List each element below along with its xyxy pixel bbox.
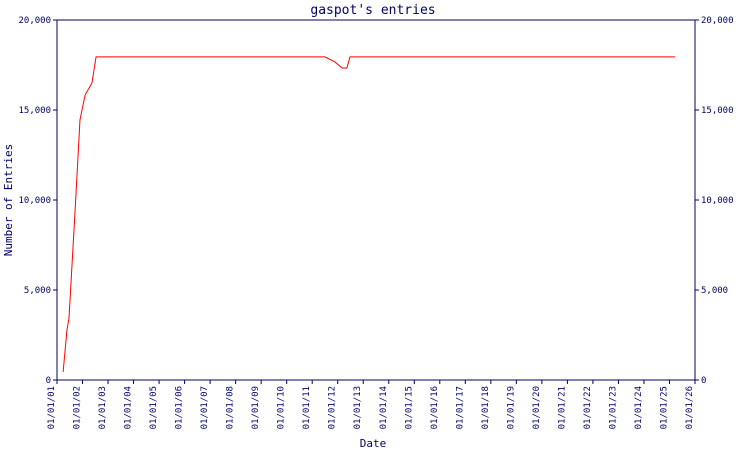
y2-tick-label: 5,000 xyxy=(701,286,728,296)
x-tick-label: 01/01/22 xyxy=(583,386,593,429)
x-tick-label: 01/01/25 xyxy=(659,386,669,429)
x-tick-label: 01/01/12 xyxy=(328,386,338,429)
y-tick-label: 20,000 xyxy=(18,16,51,26)
x-tick-label: 01/01/11 xyxy=(302,386,312,429)
x-tick-label: 01/01/24 xyxy=(634,386,644,429)
x-axis-label: Date xyxy=(360,437,387,450)
data-line xyxy=(62,56,676,373)
y2-tick-label: 20,000 xyxy=(701,16,734,26)
x-tick-label: 01/01/09 xyxy=(251,386,261,429)
x-tick-label: 01/01/04 xyxy=(124,386,134,429)
y-tick-label: 5,000 xyxy=(24,286,51,296)
x-tick-label: 01/01/15 xyxy=(404,386,414,429)
y-tick-label: 10,000 xyxy=(18,196,51,206)
y2-tick-label: 10,000 xyxy=(701,196,734,206)
x-tick-label: 01/01/14 xyxy=(379,386,389,429)
y-axis-label: Number of Entries xyxy=(2,144,15,257)
x-tick-label: 01/01/06 xyxy=(175,386,185,429)
x-tick-label: 01/01/26 xyxy=(685,386,695,429)
x-tick-label: 01/01/16 xyxy=(430,386,440,429)
plot-frame xyxy=(56,19,696,381)
x-tick-label: 01/01/07 xyxy=(200,386,210,429)
x-tick-label: 01/01/13 xyxy=(353,386,363,429)
y2-tick-label: 0 xyxy=(701,376,706,386)
x-tick-label: 01/01/01 xyxy=(47,386,57,429)
x-tick-label: 01/01/05 xyxy=(149,386,159,429)
x-tick-label: 01/01/23 xyxy=(608,386,618,429)
y-tick-label: 0 xyxy=(46,376,51,386)
x-tick-label: 01/01/03 xyxy=(98,386,108,429)
x-tick-label: 01/01/02 xyxy=(73,386,83,429)
x-tick-label: 01/01/21 xyxy=(557,386,567,429)
y2-tick-label: 15,000 xyxy=(701,106,734,116)
x-tick-label: 01/01/20 xyxy=(532,386,542,429)
chart-title: gaspot's entries xyxy=(310,3,435,18)
x-tick-label: 01/01/10 xyxy=(277,386,287,429)
x-tick-label: 01/01/19 xyxy=(506,386,516,429)
x-tick-label: 01/01/08 xyxy=(226,386,236,429)
x-tick-label: 01/01/18 xyxy=(481,386,491,429)
x-tick-label: 01/01/17 xyxy=(455,386,465,429)
y-tick-label: 15,000 xyxy=(18,106,51,116)
